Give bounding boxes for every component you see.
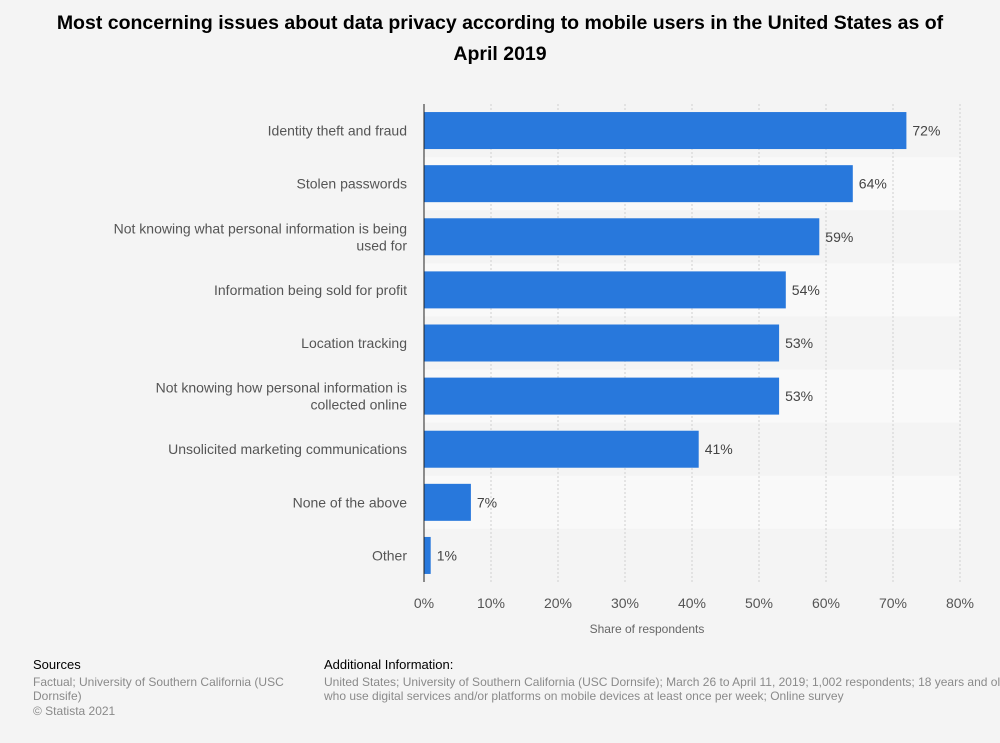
bar (424, 430, 699, 468)
bar (424, 165, 853, 203)
sources-line: Factual; University of Southern Californ… (33, 674, 284, 689)
value-label: 1% (437, 547, 457, 563)
additional-info-body: United States; University of Southern Ca… (324, 675, 1000, 704)
sources-block: Sources Factual; University of Southern … (33, 657, 303, 719)
value-label: 64% (859, 176, 887, 192)
category-label: Location tracking (301, 335, 407, 351)
x-tick-label: 10% (477, 595, 505, 611)
additional-info-block: Additional Information: United States; U… (324, 658, 1000, 704)
value-label: 72% (912, 123, 940, 139)
bar (424, 536, 431, 574)
bar (424, 483, 471, 521)
x-tick-label: 40% (678, 595, 706, 611)
sources-line: Dornsife) (33, 689, 82, 703)
sources-body: Factual; University of Southern Californ… (33, 675, 303, 719)
value-label: 54% (792, 282, 820, 298)
bar (424, 218, 820, 256)
x-tick-label: 50% (745, 595, 773, 611)
additional-info-line: who use digital services and/or platform… (324, 689, 844, 703)
value-labels: 72% 64% 59% 54% 53% 53% 41% 7% 1% (437, 123, 941, 564)
category-label: Not knowing how personal information is c… (156, 380, 408, 413)
category-label: Other (372, 547, 407, 563)
bar (424, 324, 780, 362)
value-label: 7% (477, 494, 497, 510)
category-label: Stolen passwords (296, 176, 407, 192)
bars (424, 112, 907, 574)
value-label: 59% (825, 229, 853, 245)
x-axis-label: Share of respondents (590, 622, 705, 636)
bar-chart: Identity theft and fraud Stolen passwords… (114, 104, 974, 636)
x-tick-labels: 0% 10% 20% 30% 40% 50% 60% 70% 80% (414, 595, 974, 611)
additional-info-heading: Additional Information: (324, 658, 454, 672)
category-label: Not knowing what personal information is… (114, 220, 408, 253)
category-label: Identity theft and fraud (268, 123, 407, 139)
value-label: 41% (705, 441, 733, 457)
x-tick-label: 0% (414, 595, 434, 611)
category-label: Unsolicited marketing communications (168, 441, 407, 457)
bar (424, 377, 780, 415)
sources-heading: Sources (33, 657, 81, 672)
bar (424, 112, 907, 150)
value-label: 53% (785, 388, 813, 404)
value-label: 53% (785, 335, 813, 351)
x-tick-label: 60% (812, 595, 840, 611)
x-tick-label: 30% (611, 595, 639, 611)
chart-title: Most concerning issues about data privac… (56, 12, 944, 65)
copyright-line: © Statista 2021 (33, 703, 116, 718)
category-labels: Identity theft and fraud Stolen passwords… (114, 123, 408, 564)
category-label: Information being sold for profit (214, 282, 407, 298)
additional-info-line: United States; University of Southern Ca… (324, 674, 1000, 689)
bar (424, 271, 786, 309)
x-tick-label: 70% (879, 595, 907, 611)
x-tick-label: 80% (946, 595, 974, 611)
category-label: None of the above (293, 494, 408, 510)
x-tick-label: 20% (544, 595, 572, 611)
